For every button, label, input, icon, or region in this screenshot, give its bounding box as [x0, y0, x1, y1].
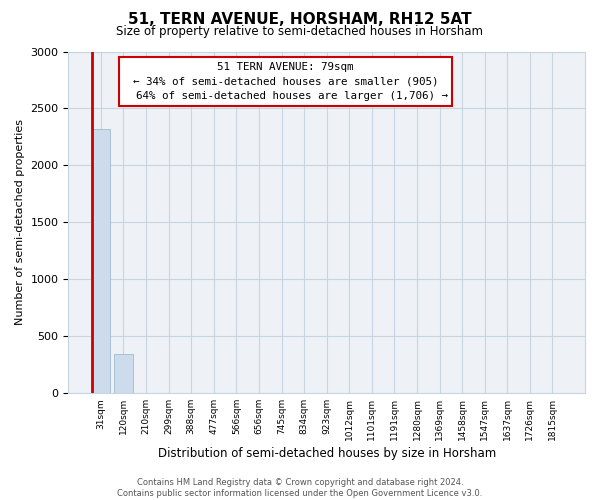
Bar	[115, 354, 133, 393]
Text: Contains HM Land Registry data © Crown copyright and database right 2024.
Contai: Contains HM Land Registry data © Crown c…	[118, 478, 482, 498]
Text: Size of property relative to semi-detached houses in Horsham: Size of property relative to semi-detach…	[116, 25, 484, 38]
Y-axis label: Number of semi-detached properties: Number of semi-detached properties	[15, 120, 25, 326]
Text: 51 TERN AVENUE: 79sqm  
← 34% of semi-detached houses are smaller (905)
  64% of: 51 TERN AVENUE: 79sqm ← 34% of semi-deta…	[123, 62, 448, 102]
Bar	[92, 129, 110, 393]
Text: 51, TERN AVENUE, HORSHAM, RH12 5AT: 51, TERN AVENUE, HORSHAM, RH12 5AT	[128, 12, 472, 28]
X-axis label: Distribution of semi-detached houses by size in Horsham: Distribution of semi-detached houses by …	[158, 447, 496, 460]
